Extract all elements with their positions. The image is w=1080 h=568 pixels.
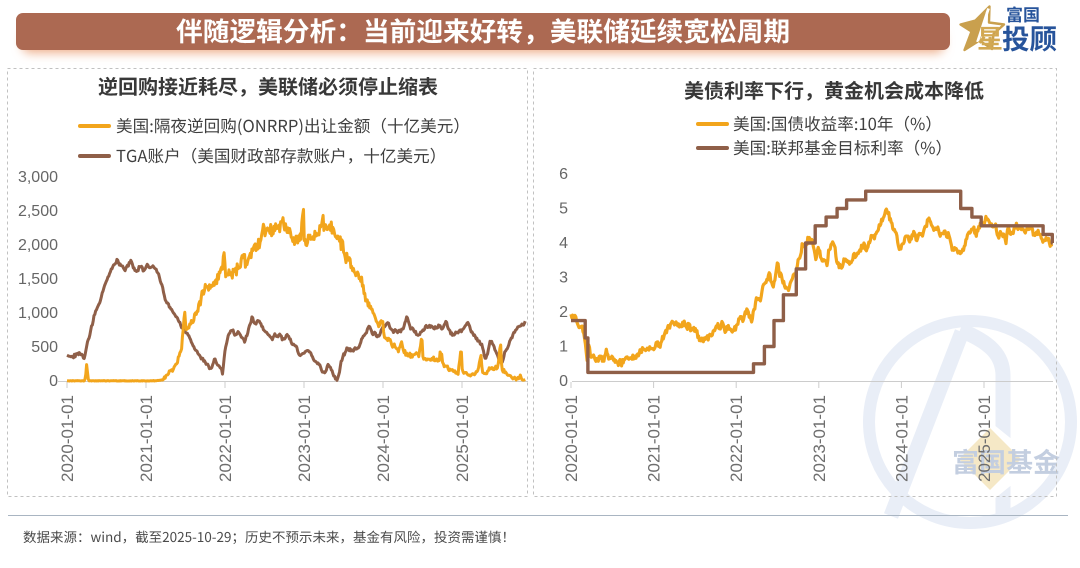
svg-text:2023-01-01: 2023-01-01: [295, 395, 314, 482]
svg-text:2020-01-01: 2020-01-01: [58, 395, 77, 482]
svg-text:6: 6: [559, 166, 568, 183]
svg-text:2021-01-01: 2021-01-01: [645, 395, 664, 482]
svg-text:2022-01-01: 2022-01-01: [727, 395, 746, 482]
svg-text:1,000: 1,000: [18, 305, 58, 322]
svg-text:3: 3: [559, 270, 568, 287]
svg-text:2024-01-01: 2024-01-01: [892, 395, 911, 482]
svg-text:2024-01-01: 2024-01-01: [374, 395, 393, 482]
svg-text:2022-01-01: 2022-01-01: [216, 395, 235, 482]
svg-text:0: 0: [559, 373, 568, 390]
svg-text:2,000: 2,000: [18, 237, 58, 254]
svg-text:0: 0: [49, 373, 58, 390]
svg-text:1,500: 1,500: [18, 271, 58, 288]
svg-text:2023-01-01: 2023-01-01: [810, 395, 829, 482]
svg-text:2021-01-01: 2021-01-01: [137, 395, 156, 482]
svg-text:500: 500: [31, 339, 58, 356]
svg-text:2020-01-01: 2020-01-01: [562, 395, 581, 482]
svg-text:2: 2: [559, 304, 568, 321]
svg-text:2025-01-01: 2025-01-01: [975, 395, 994, 482]
svg-text:4: 4: [559, 235, 568, 252]
svg-text:5: 5: [559, 201, 568, 218]
svg-text:3,000: 3,000: [18, 169, 58, 186]
svg-text:1: 1: [559, 339, 568, 356]
svg-text:2025-01-01: 2025-01-01: [453, 395, 472, 482]
svg-text:2,500: 2,500: [18, 203, 58, 220]
